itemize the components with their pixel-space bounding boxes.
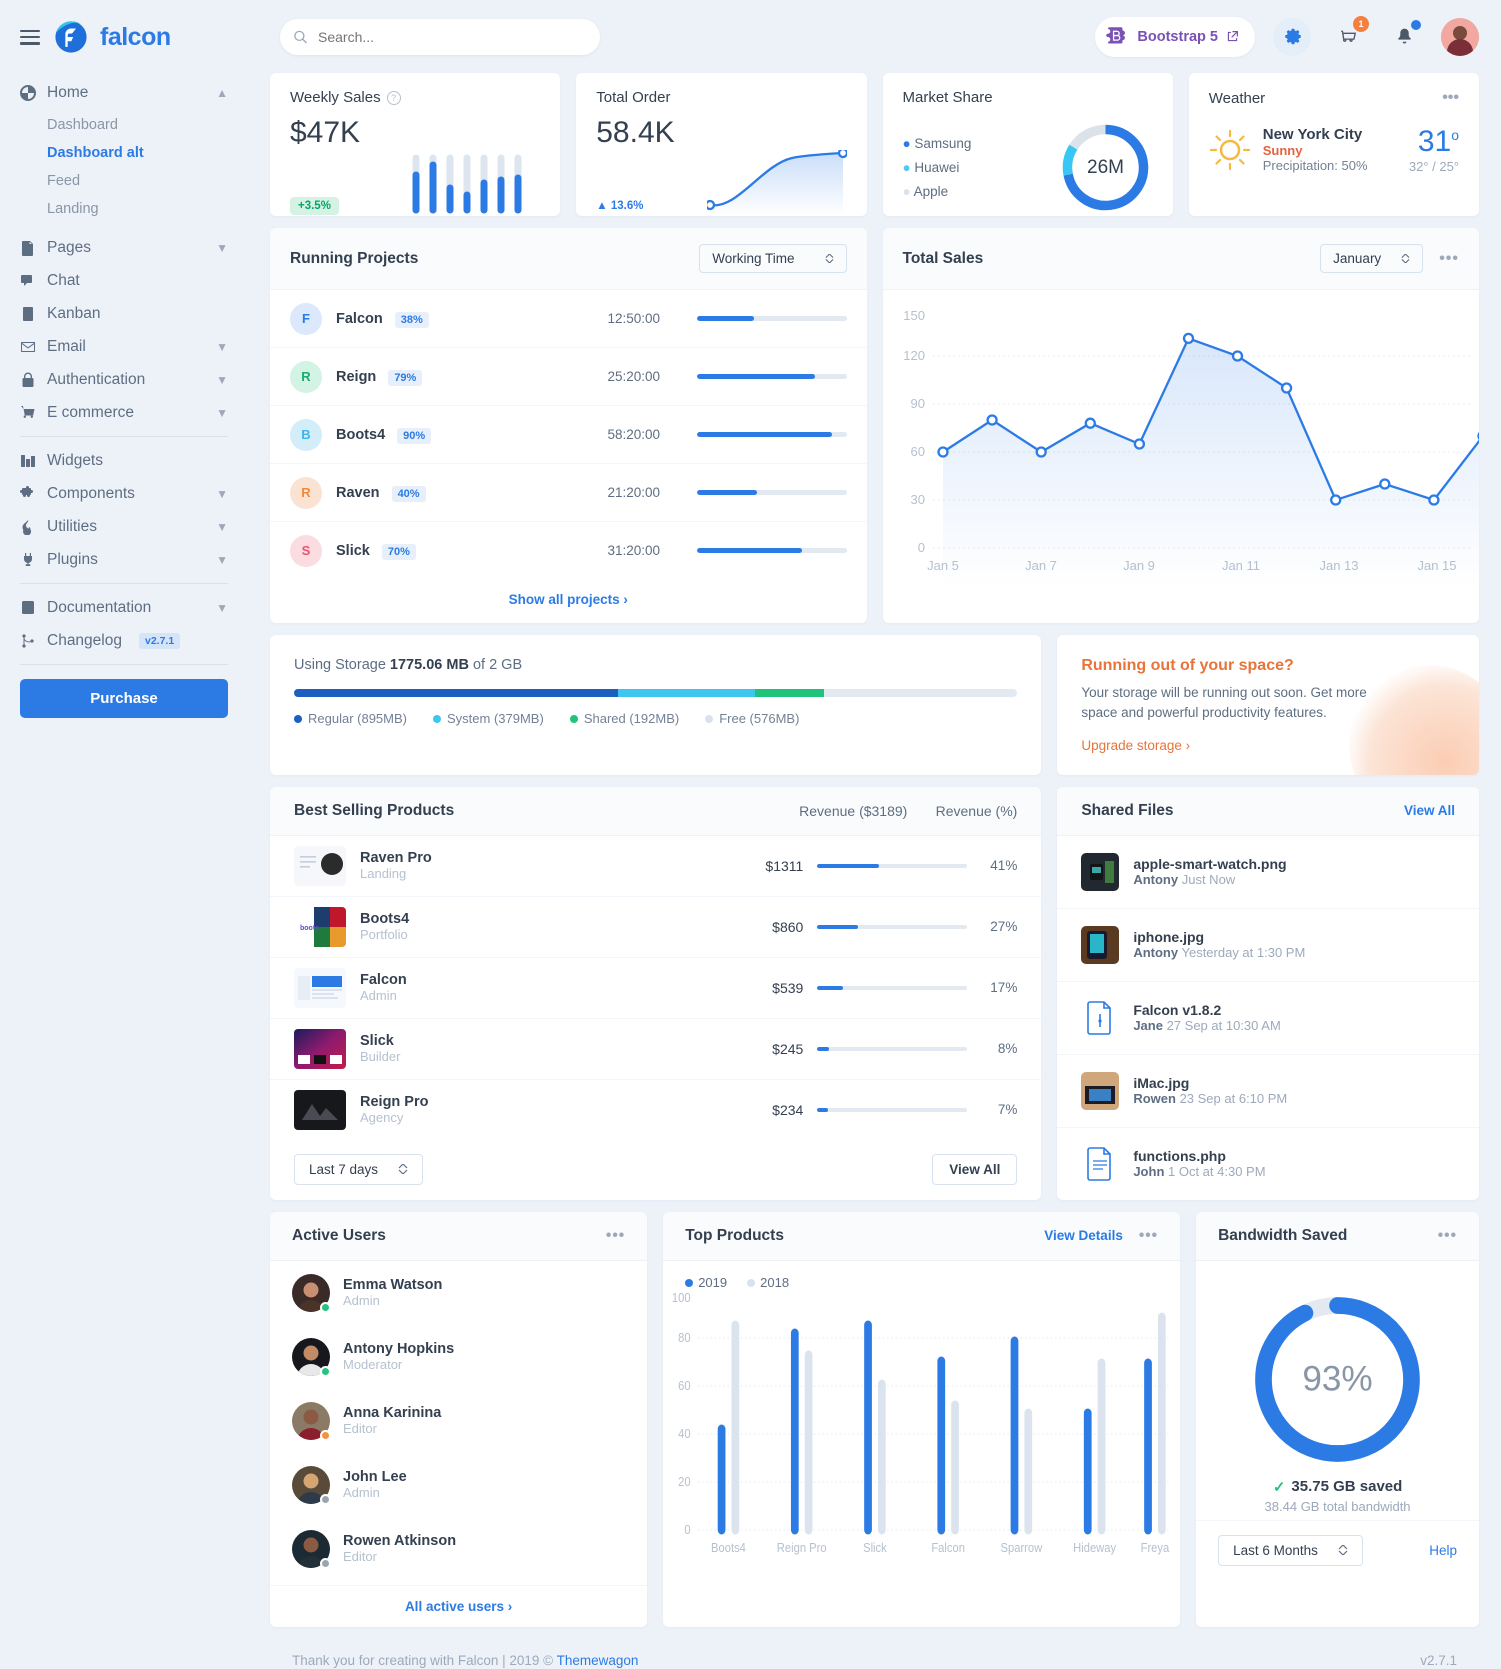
svg-text:Sparrow: Sparrow: [1001, 1540, 1043, 1555]
svg-text:100: 100: [672, 1290, 691, 1305]
svg-text:93%: 93%: [1302, 1359, 1372, 1398]
svg-text:40: 40: [678, 1426, 691, 1441]
svg-text:Slick: Slick: [863, 1540, 887, 1555]
svg-text:60: 60: [910, 444, 924, 459]
svg-text:Falcon: Falcon: [932, 1540, 966, 1555]
svg-text:80: 80: [678, 1330, 691, 1345]
svg-text:60: 60: [678, 1378, 691, 1393]
svg-text:150: 150: [903, 308, 925, 323]
svg-text:Boots4: Boots4: [711, 1540, 746, 1555]
svg-text:boots: boots: [300, 925, 319, 932]
svg-text:26M: 26M: [1087, 157, 1124, 178]
svg-text:120: 120: [903, 348, 925, 363]
svg-text:Hideway: Hideway: [1073, 1540, 1117, 1555]
svg-text:0: 0: [917, 540, 924, 555]
svg-text:0: 0: [685, 1522, 691, 1537]
svg-text:20: 20: [678, 1474, 691, 1489]
svg-text:Reign Pro: Reign Pro: [777, 1540, 827, 1555]
svg-text:30: 30: [910, 492, 924, 507]
svg-text:Freya: Freya: [1141, 1540, 1170, 1555]
svg-text:90: 90: [910, 396, 924, 411]
